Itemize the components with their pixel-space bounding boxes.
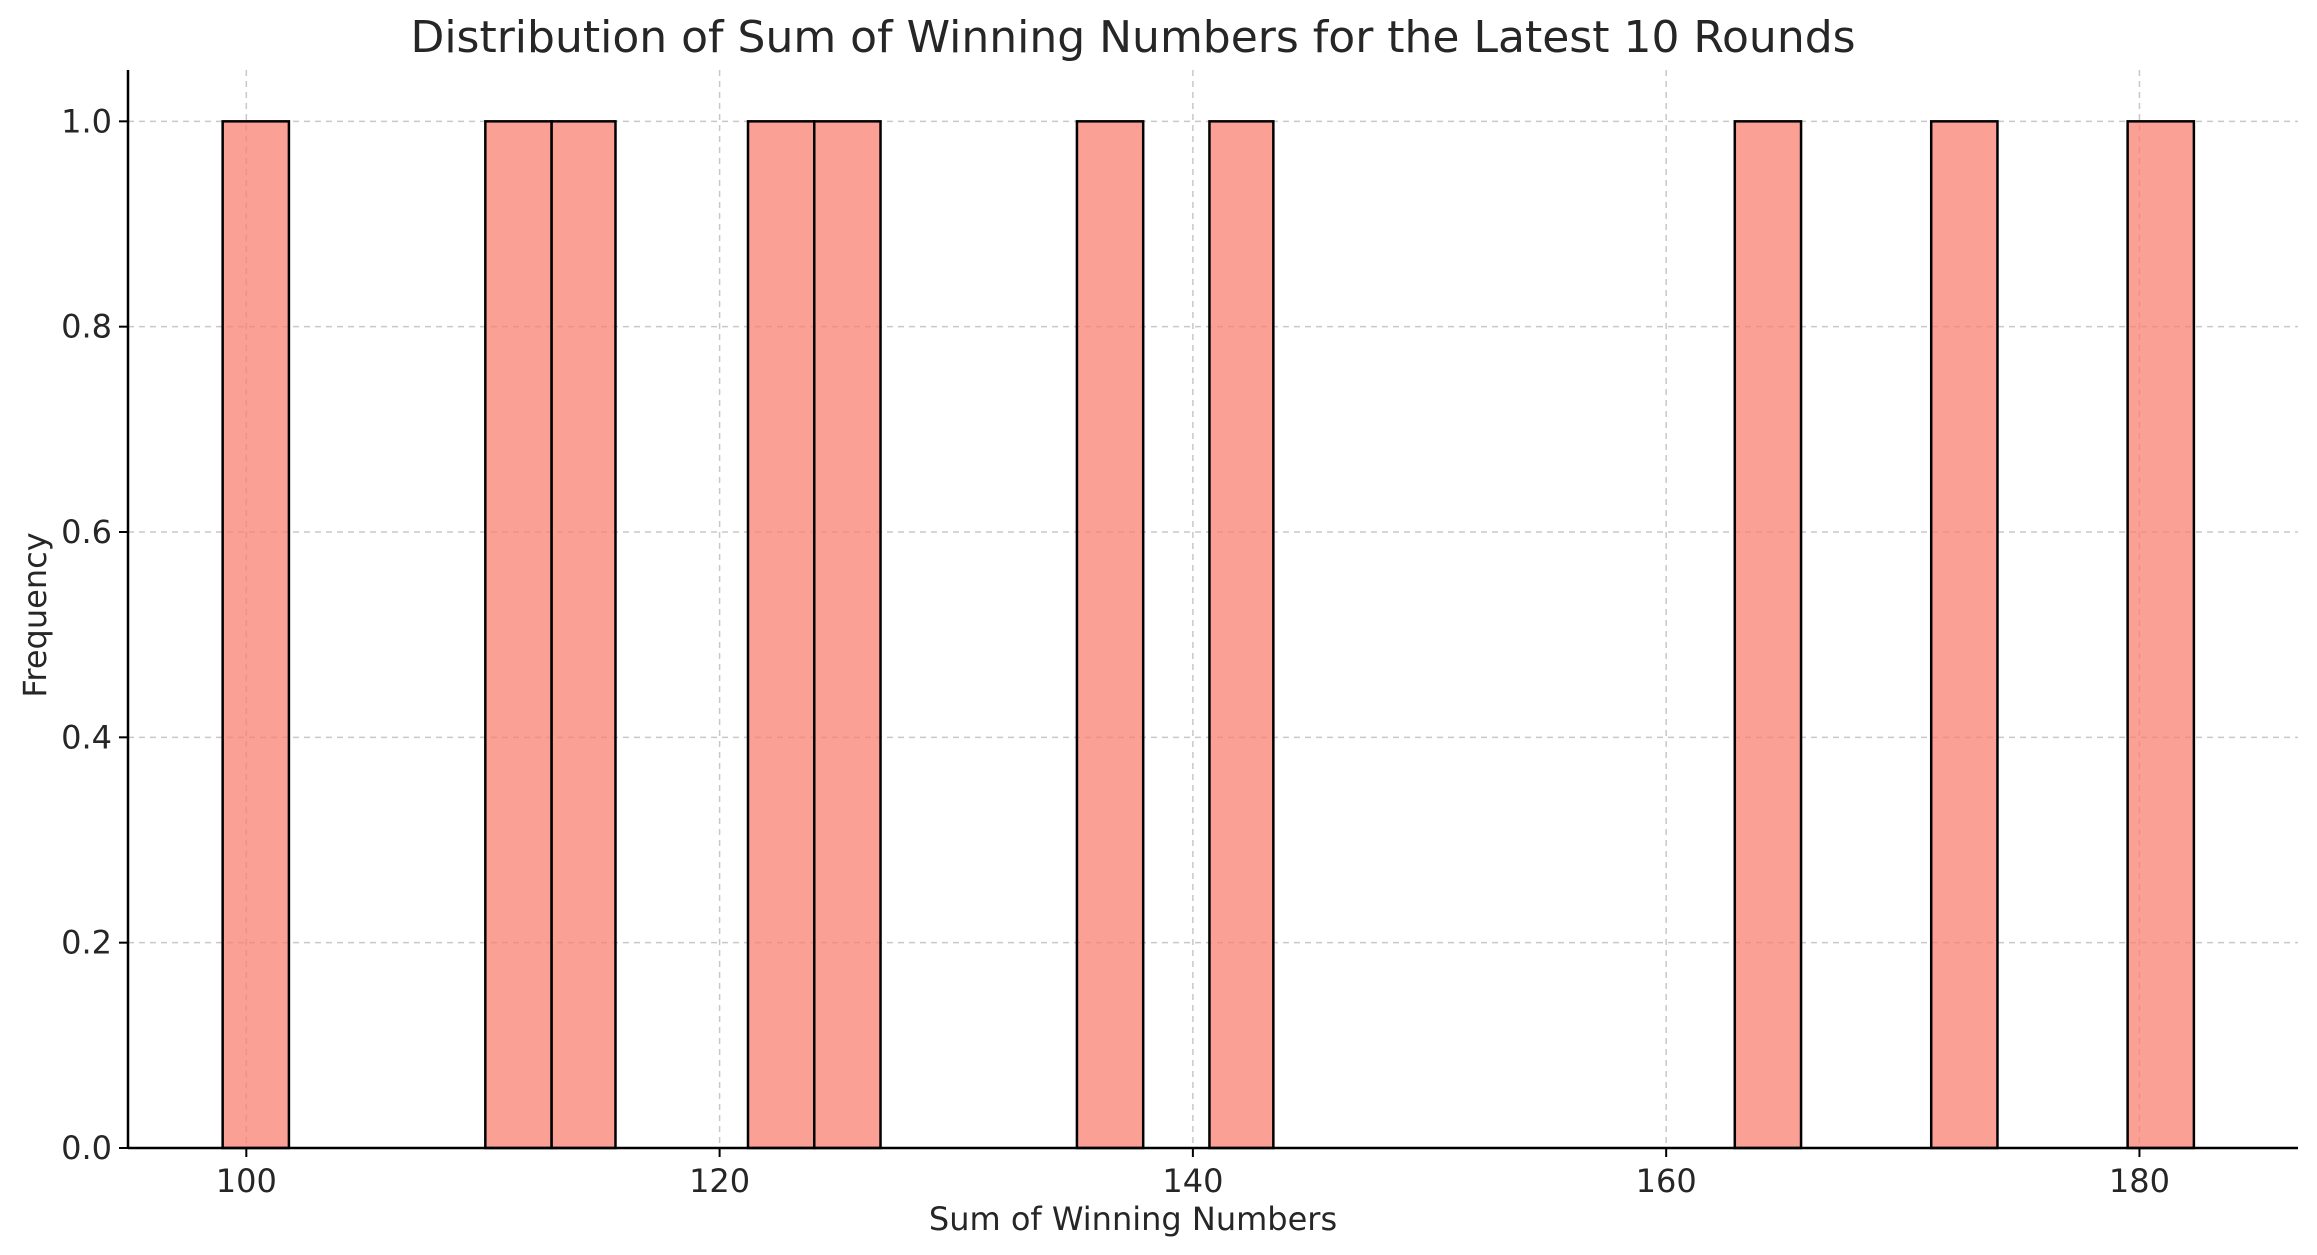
histogram-bar [1208,120,1275,1150]
histogram-bar [1733,120,1803,1150]
y-tick-label: 0.4 [61,718,112,756]
histogram-bar [221,120,291,1150]
histogram-bar [746,120,816,1150]
histogram-bar [550,120,617,1150]
histogram-bar [2126,120,2196,1150]
y-tick-label: 0.0 [61,1129,112,1167]
y-axis-label: Frequency [16,532,54,697]
bars [221,120,2196,1150]
x-tick-label: 100 [216,1162,277,1200]
y-tick-label: 0.8 [61,308,112,346]
y-tick-label: 1.0 [61,102,112,140]
x-tick-label: 140 [1162,1162,1223,1200]
x-tick-label: 160 [1636,1162,1697,1200]
x-tick-label: 180 [2109,1162,2170,1200]
ticks: 100 120 140 160 180 0.0 0.2 0.4 0.6 0.8 1.0 [61,102,2170,1200]
x-tick-label: 120 [689,1162,750,1200]
axes [126,70,2298,1150]
y-tick-label: 0.2 [61,924,112,962]
x-axis-label: Sum of Winning Numbers [929,1200,1337,1238]
histogram-bar [484,120,553,1150]
histogram-bar [813,120,882,1150]
chart-title: Distribution of Sum of Winning Numbers f… [410,12,1855,63]
y-tick-label: 0.6 [61,513,112,551]
histogram-bar [1075,120,1145,1150]
histogram-bar [1929,120,1999,1150]
